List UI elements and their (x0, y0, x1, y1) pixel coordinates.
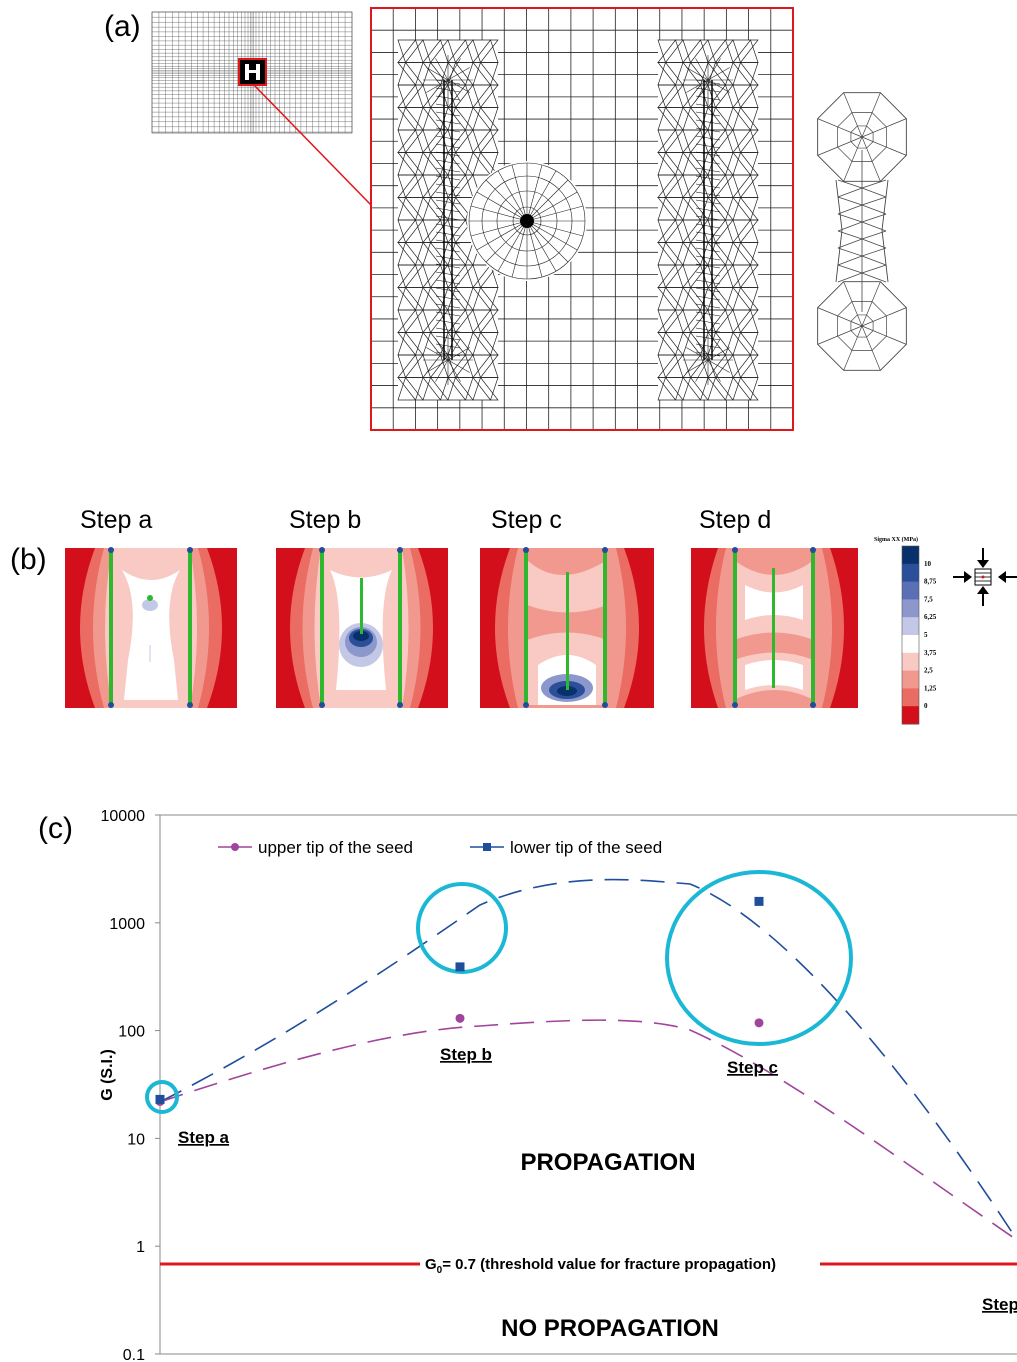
legend-upper-marker (231, 843, 239, 851)
legend-upper-label: upper tip of the seed (258, 838, 413, 857)
colorbar-tick-label: 3,75 (924, 649, 937, 657)
threshold-label: G0= 0.7 (threshold value for fracture pr… (425, 1256, 776, 1276)
zoomed-mesh (370, 7, 794, 431)
colorbar-tick-label: 6,25 (924, 613, 937, 621)
element-shape (817, 92, 907, 371)
colorbar-swatch (902, 652, 919, 672)
colorbar-tick-label: 0 (924, 702, 928, 710)
stress-map-step-c (480, 548, 654, 708)
y-tick-label: 10 (127, 1131, 145, 1148)
step-d-title: Step d (699, 506, 772, 534)
panel-c-label: (c) (38, 812, 73, 845)
no-propagation-region-label: NO PROPAGATION (501, 1315, 719, 1342)
step-b-title: Step b (289, 506, 362, 534)
chart-step-a-label: Step a (178, 1128, 230, 1147)
y-tick-label: 1 (136, 1239, 145, 1256)
step-c-title: Step c (491, 506, 562, 534)
colorbar-swatch (902, 599, 919, 618)
colorbar-tick-label: 5 (924, 631, 928, 639)
highlight-step-c (665, 870, 853, 1046)
chart-step-b-label: Step b (440, 1045, 492, 1064)
propagation-region-label: PROPAGATION (520, 1149, 695, 1176)
overview-mesh (151, 11, 353, 134)
colorbar-swatch (902, 617, 919, 636)
lower-tip-point (754, 896, 764, 906)
colorbar-swatch (902, 706, 919, 725)
y-tick-label: 100 (118, 1024, 145, 1041)
panel-a-label: (a) (104, 10, 141, 43)
y-tick-label: 0.1 (123, 1347, 145, 1362)
chart-step-d-label: Step (982, 1295, 1017, 1314)
fracture-tip-markers (108, 547, 816, 708)
colorbar-tick-label: 1,25 (924, 684, 937, 692)
y-axis-label: G (S.I.) (99, 1049, 116, 1101)
colorbar-swatch (902, 563, 919, 583)
chart-step-c-label: Step c (727, 1058, 778, 1077)
colorbar-tick-label: 8,75 (924, 578, 937, 586)
lower-tip-trend-curve (159, 878, 1017, 1241)
colorbar-swatch (902, 635, 919, 654)
lower-tip-point (155, 1094, 165, 1104)
stress-colorbar: 10 8,75 7,5 6,25 5 3,75 2,5 1,25 0 (901, 545, 937, 725)
legend-lower-label: lower tip of the seed (510, 838, 662, 857)
stress-map-step-d (691, 548, 858, 708)
colorbar-tick-label: 7,5 (924, 595, 933, 603)
colorbar-title: Sigma XX (MPa) (874, 536, 918, 543)
y-tick-label: 1000 (109, 916, 145, 933)
step-a-title: Step a (80, 506, 153, 534)
compression-loading-icon (953, 548, 1017, 606)
panel-b-label: (b) (10, 543, 47, 576)
colorbar-tick-label: 10 (924, 560, 932, 568)
upper-tip-point (155, 1096, 165, 1106)
colorbar-tick-label: 2,5 (924, 667, 933, 675)
legend-lower-marker (483, 843, 491, 851)
stress-map-step-a (65, 548, 237, 708)
upper-tip-point (455, 1013, 465, 1023)
zoom-connector-line (253, 84, 372, 206)
colorbar-swatch (902, 581, 919, 600)
lower-tip-point (455, 962, 465, 972)
colorbar-swatch (902, 688, 919, 707)
colorbar-swatch (902, 546, 919, 565)
stress-map-step-b (276, 548, 448, 708)
chart-legend: upper tip of the seed lower tip of the s… (218, 838, 662, 857)
upper-tip-trend-curve (159, 1019, 1017, 1241)
upper-tip-point (754, 1018, 764, 1028)
colorbar-swatch (902, 670, 919, 689)
y-tick-label: 10000 (101, 808, 146, 825)
highlight-step-a (145, 1080, 179, 1114)
highlight-step-b (416, 882, 508, 974)
